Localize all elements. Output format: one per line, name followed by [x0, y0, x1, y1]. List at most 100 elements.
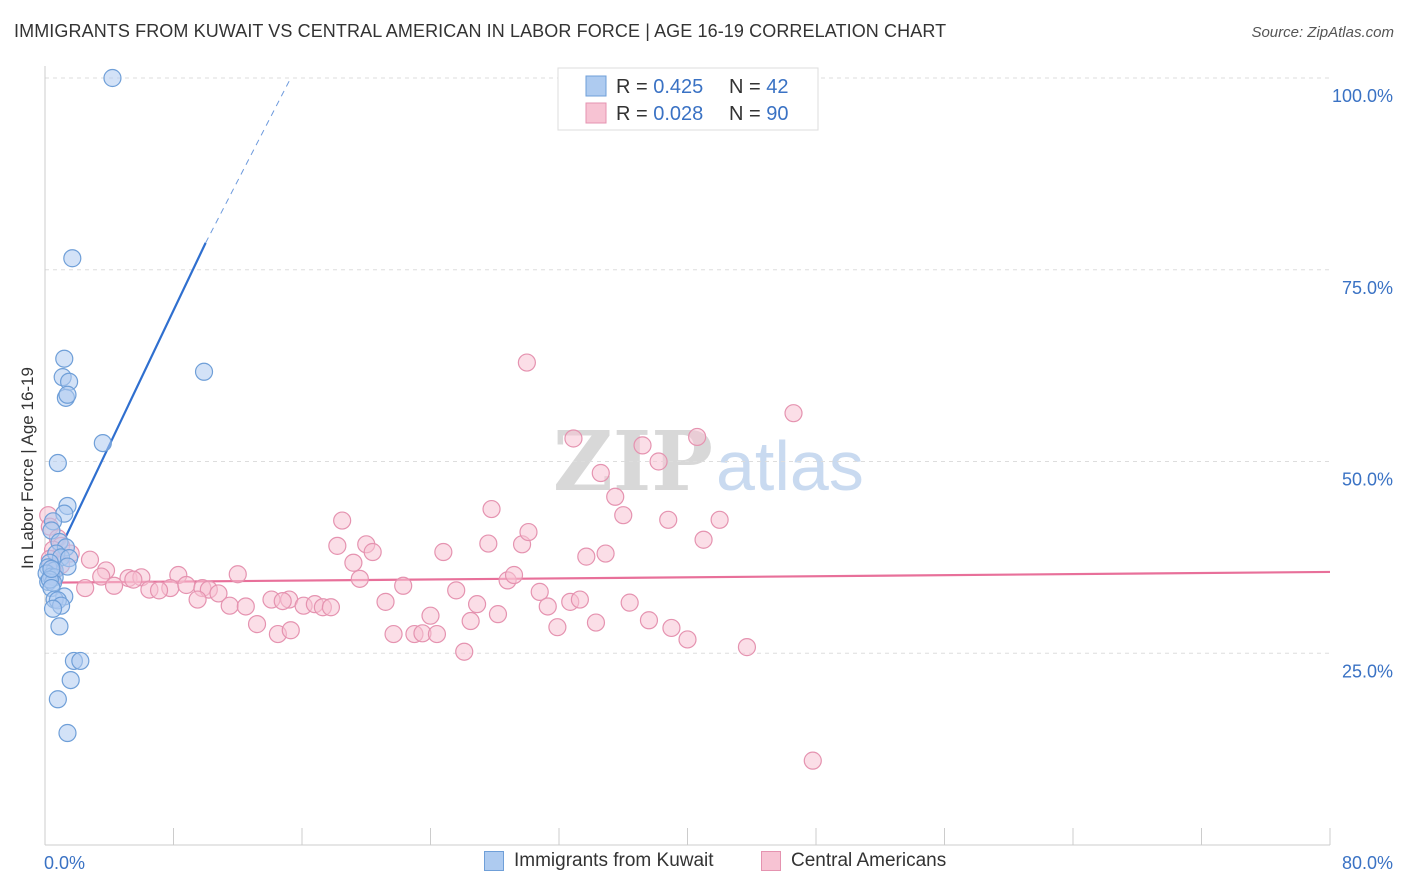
legend-swatch-kuwait — [484, 851, 504, 871]
kuwait-point — [71, 651, 90, 671]
central-point — [350, 569, 369, 588]
central-point — [620, 593, 639, 612]
kuwait-point — [43, 599, 63, 618]
watermark-atlas: atlas — [716, 427, 864, 505]
central-point — [376, 592, 395, 611]
central-point — [688, 427, 707, 447]
central-point — [149, 581, 169, 600]
kuwait-point — [50, 617, 69, 636]
central-point — [333, 511, 352, 530]
central-point — [363, 542, 382, 562]
central-point — [548, 618, 567, 637]
kuwait-trend-line — [44, 242, 207, 581]
kuwait-point — [42, 559, 61, 578]
central-point — [639, 611, 659, 630]
kuwait-point — [63, 249, 82, 268]
chart-title: IMMIGRANTS FROM KUWAIT VS CENTRAL AMERIC… — [14, 21, 947, 41]
kuwait-point — [58, 385, 77, 404]
central-point — [570, 590, 589, 609]
central-point — [220, 596, 239, 615]
central-point — [228, 565, 247, 584]
central-point — [236, 597, 255, 616]
watermark: ZIP atlas — [553, 414, 864, 510]
legend-box: R = 0.425 N = 42 R = 0.028 N = 90 — [557, 67, 819, 131]
central-point — [649, 452, 668, 471]
central-point — [530, 582, 549, 601]
legend-stats: R = 0.028 N = 90 — [616, 103, 789, 125]
central-point — [124, 570, 143, 589]
kuwait-point — [194, 362, 214, 381]
central-point — [467, 595, 487, 614]
central-trend-line — [44, 570, 1331, 584]
kuwait-point — [61, 670, 80, 690]
central-point — [421, 606, 440, 625]
central-point — [76, 578, 95, 598]
central-point — [328, 536, 347, 555]
kuwait-point — [48, 690, 67, 709]
central-point — [662, 618, 681, 638]
legend-label-kuwait: Immigrants from Kuwait — [514, 850, 714, 871]
kuwait-point — [58, 723, 77, 743]
central-point — [384, 624, 403, 644]
central-point — [504, 565, 524, 585]
central-point — [517, 353, 536, 372]
central-point — [394, 576, 413, 595]
trend-lines — [44, 77, 1331, 584]
legend-item-central[interactable]: Central Americans — [761, 850, 946, 872]
central-point — [188, 590, 207, 609]
kuwait-trend-extension — [205, 77, 292, 244]
bottom-legend: Immigrants from Kuwait Central Americans — [0, 850, 1406, 880]
data-points — [37, 68, 822, 770]
central-point — [281, 621, 300, 640]
legend-swatch — [585, 102, 607, 124]
central-point — [447, 581, 466, 600]
central-point — [694, 530, 713, 549]
legend-label-central: Central Americans — [791, 850, 947, 871]
y-tick-label: 25.0% — [1342, 661, 1393, 681]
central-point — [92, 567, 111, 586]
central-point — [596, 544, 615, 563]
central-point — [633, 436, 652, 455]
central-point — [678, 630, 697, 649]
x-tick-label: 80.0% — [1342, 853, 1393, 873]
x-tick-label: 0.0% — [44, 853, 85, 873]
central-point — [104, 576, 124, 595]
central-point — [591, 463, 610, 483]
central-point — [737, 638, 757, 657]
central-point — [586, 613, 606, 632]
kuwait-point — [48, 453, 67, 473]
tick-labels: 25.0% 50.0% 75.0% 100.0% 0.0% 80.0% — [44, 86, 1393, 873]
axes — [44, 66, 1331, 846]
central-point — [455, 642, 474, 661]
legend-item-kuwait[interactable]: Immigrants from Kuwait — [484, 850, 714, 872]
central-point — [247, 615, 267, 634]
central-point — [614, 506, 633, 525]
legend-swatch — [585, 75, 607, 97]
central-point — [519, 522, 538, 542]
central-point — [479, 534, 498, 553]
legend-stats: R = 0.425 N = 42 — [616, 76, 789, 98]
central-point — [80, 550, 100, 569]
central-point — [209, 584, 228, 603]
central-point — [321, 598, 341, 617]
y-tick-label: 75.0% — [1342, 278, 1393, 298]
central-point — [482, 499, 501, 519]
central-point — [564, 429, 583, 448]
central-point — [461, 611, 480, 631]
central-point — [606, 487, 625, 506]
central-point — [577, 547, 596, 566]
central-point — [434, 542, 453, 562]
central-point — [659, 510, 678, 529]
central-point — [427, 624, 447, 644]
central-point — [344, 553, 363, 572]
central-point — [538, 597, 557, 616]
central-point — [803, 751, 822, 770]
legend-swatch-central — [761, 851, 781, 871]
central-point — [273, 591, 292, 611]
y-tick-label: 100.0% — [1332, 86, 1393, 106]
kuwait-point — [103, 68, 122, 88]
kuwait-point — [55, 349, 74, 368]
y-tick-label: 50.0% — [1342, 470, 1393, 490]
central-point — [177, 575, 196, 595]
